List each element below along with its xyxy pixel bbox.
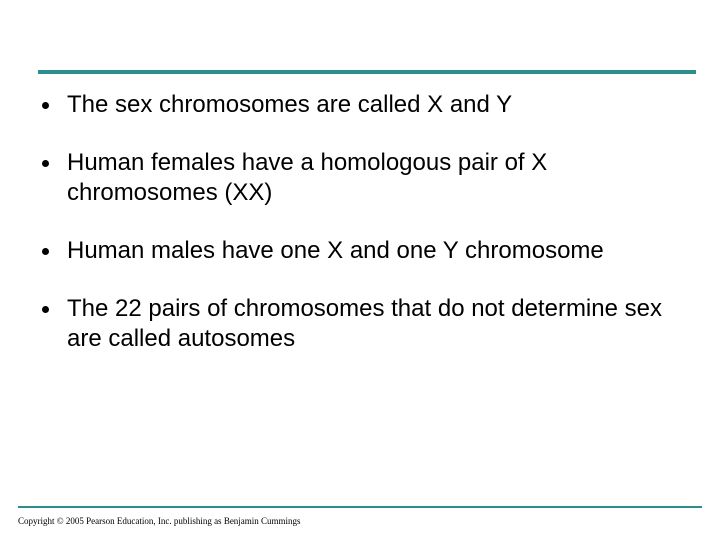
bullet-icon xyxy=(42,306,49,313)
bullet-list: The sex chromosomes are called X and Y H… xyxy=(38,90,696,354)
bullet-text: The sex chromosomes are called X and Y xyxy=(67,90,512,120)
bullet-icon xyxy=(42,248,49,255)
bullet-text: Human males have one X and one Y chromos… xyxy=(67,236,604,266)
content-area: The sex chromosomes are called X and Y H… xyxy=(38,90,696,382)
slide: The sex chromosomes are called X and Y H… xyxy=(0,0,720,540)
top-divider xyxy=(38,70,696,74)
list-item: The sex chromosomes are called X and Y xyxy=(38,90,696,120)
list-item: Human males have one X and one Y chromos… xyxy=(38,236,696,266)
bullet-text: Human females have a homologous pair of … xyxy=(67,148,696,208)
list-item: Human females have a homologous pair of … xyxy=(38,148,696,208)
bullet-icon xyxy=(42,160,49,167)
copyright-text: Copyright © 2005 Pearson Education, Inc.… xyxy=(18,516,301,526)
bullet-icon xyxy=(42,102,49,109)
bottom-divider xyxy=(18,506,702,508)
list-item: The 22 pairs of chromosomes that do not … xyxy=(38,294,696,354)
bullet-text: The 22 pairs of chromosomes that do not … xyxy=(67,294,696,354)
